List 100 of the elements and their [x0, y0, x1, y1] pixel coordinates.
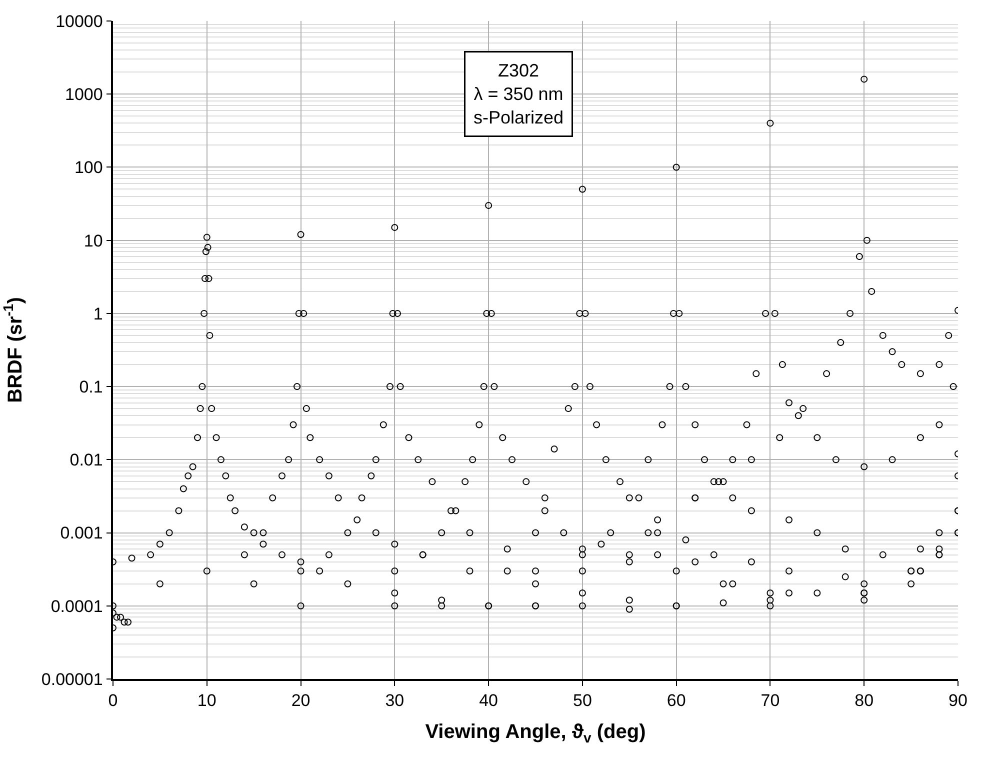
point — [203, 234, 210, 241]
x-tick-label: 40 — [479, 691, 498, 710]
point — [800, 405, 807, 412]
y-tick-label: 10000 — [56, 12, 103, 31]
point — [576, 310, 584, 317]
point — [626, 606, 633, 613]
point — [654, 529, 662, 536]
point — [372, 529, 380, 536]
x-axis-title: Viewing Angle, ϑ$_{v}$ (deg) — [425, 721, 646, 746]
point — [823, 370, 830, 378]
point — [729, 580, 736, 588]
x-tick-label: 10 — [197, 691, 216, 710]
y-tick-label: 1 — [93, 304, 103, 324]
x-tick-label: 90 — [948, 691, 968, 710]
point — [879, 551, 886, 558]
point — [950, 383, 957, 390]
point — [232, 507, 239, 514]
y-tick-label: 0.0001 — [50, 596, 103, 616]
point — [466, 529, 474, 536]
point — [682, 536, 690, 544]
y-tick-label: 0.00001 — [41, 670, 103, 689]
point — [325, 551, 332, 558]
point — [297, 602, 304, 610]
point — [578, 590, 586, 597]
point — [194, 434, 201, 442]
point — [508, 456, 516, 464]
point — [626, 596, 633, 604]
point — [860, 76, 868, 83]
point — [380, 421, 387, 428]
point — [846, 310, 854, 317]
point — [344, 580, 352, 588]
point — [532, 580, 539, 588]
point — [682, 383, 690, 390]
point — [306, 434, 314, 442]
point — [532, 568, 539, 575]
point — [786, 568, 792, 575]
point — [490, 383, 498, 390]
point — [868, 288, 876, 295]
x-tick-label: 60 — [666, 691, 686, 710]
point — [297, 231, 304, 238]
point — [222, 472, 230, 480]
point — [428, 478, 436, 486]
point — [766, 590, 774, 597]
point — [156, 580, 164, 588]
point — [260, 529, 267, 536]
y-tick-label: 10 — [84, 231, 103, 250]
point — [189, 463, 196, 470]
point — [672, 568, 680, 575]
y-tick-label: 0.1 — [79, 378, 103, 397]
point — [748, 507, 755, 514]
point — [128, 554, 136, 562]
point — [156, 540, 164, 548]
point — [504, 568, 511, 575]
point — [626, 551, 633, 558]
point — [438, 529, 446, 536]
point — [786, 516, 792, 524]
point — [278, 551, 286, 558]
point — [483, 310, 490, 317]
x-tick-label: 20 — [291, 691, 310, 710]
point — [541, 507, 548, 514]
point — [578, 546, 586, 552]
point — [715, 478, 722, 486]
point — [936, 529, 943, 536]
point — [616, 478, 624, 486]
point — [626, 558, 633, 566]
point — [766, 596, 774, 604]
point — [743, 421, 750, 428]
point — [184, 472, 192, 480]
point — [666, 383, 674, 390]
point — [438, 602, 446, 610]
point — [560, 529, 568, 536]
point — [936, 546, 943, 552]
point — [860, 580, 868, 588]
point — [729, 456, 736, 464]
point — [578, 568, 586, 575]
point — [644, 529, 652, 536]
point — [578, 186, 586, 193]
point — [936, 361, 943, 368]
point — [175, 507, 182, 514]
point — [701, 456, 708, 464]
point — [316, 456, 324, 464]
point — [654, 516, 662, 524]
point — [593, 421, 600, 428]
point — [635, 494, 642, 502]
point — [202, 248, 210, 256]
point — [200, 310, 208, 317]
point — [842, 573, 849, 580]
point — [550, 445, 558, 452]
x-tick-label: 80 — [854, 691, 874, 710]
point — [658, 421, 666, 428]
point — [586, 383, 594, 390]
point — [571, 383, 578, 390]
point — [462, 478, 469, 486]
point — [888, 348, 896, 356]
point — [113, 614, 120, 621]
point — [766, 120, 774, 127]
point — [720, 580, 727, 588]
point — [368, 472, 375, 480]
point — [295, 310, 302, 317]
point — [212, 434, 220, 442]
